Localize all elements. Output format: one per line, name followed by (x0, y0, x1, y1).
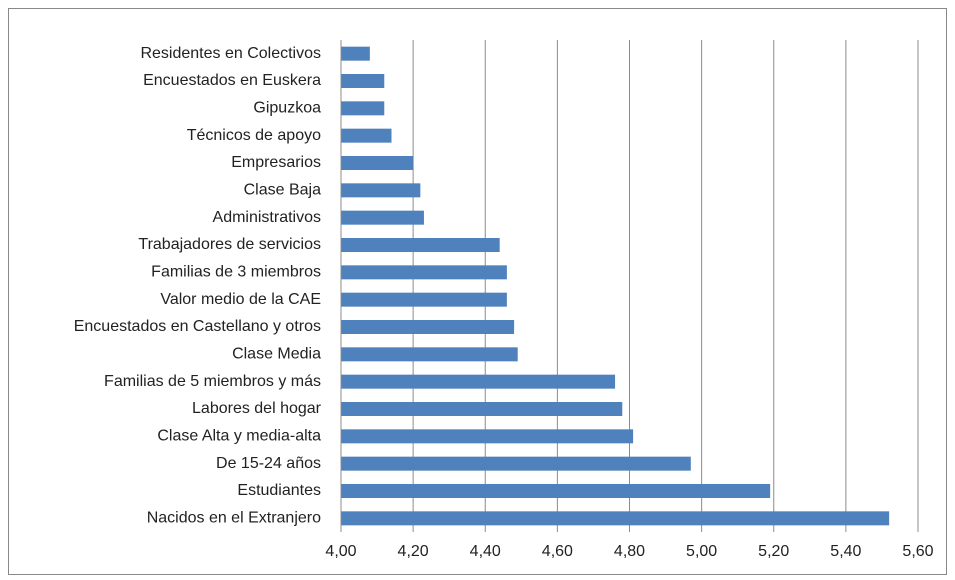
y-tick-label: Familias de 5 miembros y más (104, 373, 321, 390)
bar (341, 292, 507, 307)
bar (341, 429, 634, 444)
bar (341, 456, 691, 471)
y-tick-label: Trabajadores de servicios (138, 236, 321, 253)
y-tick-label: Administrativos (213, 209, 321, 226)
bar (341, 265, 507, 280)
bar (341, 374, 616, 389)
y-tick-label: Encuestados en Euskera (143, 72, 321, 89)
y-tick-label: Valor medio de la CAE (160, 291, 321, 308)
x-tick-label: 4,20 (398, 543, 429, 560)
bar (341, 74, 385, 88)
bar (341, 156, 414, 170)
bar (341, 484, 771, 498)
y-tick-label: Gipuzkoa (253, 100, 321, 117)
bar (341, 511, 890, 526)
x-tick-label: 5,00 (686, 543, 717, 560)
x-tick-label: 5,20 (758, 543, 789, 560)
y-tick-label: Clase Baja (244, 182, 321, 199)
bar (341, 402, 623, 416)
x-tick-label: 4,60 (542, 543, 573, 560)
y-tick-label: Empresarios (231, 154, 321, 171)
bar (341, 238, 500, 252)
y-tick-label: Residentes en Colectivos (140, 45, 321, 62)
y-tick-label: Familias de 3 miembros (151, 264, 321, 281)
y-tick-label: Encuestados en Castellano y otros (74, 318, 321, 335)
bar (341, 320, 515, 334)
bar (341, 347, 518, 362)
x-tick-label: 5,60 (902, 543, 933, 560)
y-tick-label: Nacidos en el Extranjero (147, 510, 321, 527)
y-tick-label: Clase Alta y media-alta (157, 428, 321, 445)
y-tick-label: Técnicos de apoyo (187, 127, 321, 144)
x-tick-label: 4,80 (614, 543, 645, 560)
bar (341, 183, 421, 198)
x-tick-label: 4,40 (470, 543, 501, 560)
bar (341, 46, 370, 61)
x-tick-label: 5,40 (830, 543, 861, 560)
bar (341, 128, 392, 143)
y-tick-label: Labores del hogar (192, 400, 322, 417)
chart-frame (8, 8, 947, 575)
bar (341, 101, 385, 116)
y-tick-label: Estudiantes (237, 482, 321, 499)
bar (341, 210, 424, 225)
y-tick-label: Clase Media (232, 346, 321, 363)
x-tick-label: 4,00 (325, 543, 356, 560)
y-tick-label: De 15-24 años (216, 455, 321, 472)
